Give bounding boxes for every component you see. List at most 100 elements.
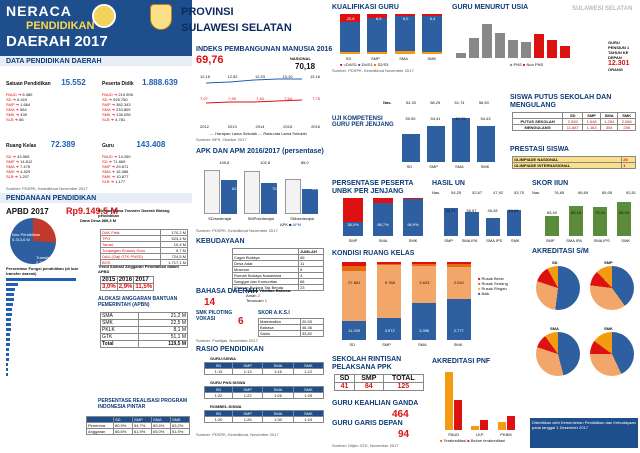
table-row: Warisan Budaya Tak Benda 23 [231,284,324,291]
iiun-title: SKOR IIUN [532,180,569,187]
table-row: 1:22 1:22 1:26 1:25 [203,392,325,399]
hasil-un-nas: Nas. 54,25 52,67 47,92 53,75 [432,190,524,195]
apbd-label: APBD 2017 [6,207,49,216]
data-pendidikan-title: DATA PENDIDIKAN DAERAH [6,58,102,65]
guru-label: Guru [102,143,114,149]
hasil-un-chart [440,200,524,236]
kualifikasi-chart [336,14,446,54]
pie-sma [536,332,580,376]
header-title-2: PENDIDIKAN [26,20,95,32]
pnf-legend: ■ Terakreditasi ■ Belum terakreditasi [440,438,506,443]
generic-source: Sumber: Ditjen GTK, November 2017 [332,443,399,448]
kebudayaan-title: KEBUDAYAAN [196,238,245,245]
pie-smp-label: SMP [604,260,613,265]
list-item: SMA ➜ 564 [6,107,27,112]
list-item: SLB ➜ 86 [6,117,24,122]
kondisi-baik: 11.209 3.972 3.396 2.777 [348,328,464,333]
ipm-source: Sumber: BPS, Oktober 2017 [196,137,247,142]
transfer-title: Rincian Dana Transfer Daerah Bidang pend… [98,208,170,218]
list-item: SMA ➜ 7.476 [6,164,31,169]
pnf-title: AKREDITASI PNF [432,358,491,365]
kualifikasi-title: KUALIFIKASI GURU [332,4,399,11]
list-item: SMK ➜ 10.877 [102,174,129,179]
smk-pilot-value: 6 [238,316,244,327]
apm-values: 82,4 75,6 61,4 [232,186,320,191]
transfer-table: DAK Fisik 170,2 M TPG 523,4 M Tamsil 10,4 M… [100,229,188,266]
footnote: Diterbitkan oleh Kementerian Pendidikan … [530,418,638,448]
list-item: SMK ➜ 439 [6,112,27,117]
iiun-cats: SMP SMA IPA SMA IPS SMK [545,238,631,243]
bahasa-value: 14 [204,297,216,308]
keahlian-title: GURU KEAHLIAN GANDA [332,400,419,407]
kual-source: Sumber: PDSPK, Kemdikbud November 2017 [332,68,414,73]
list-item: SD ➜ 43.965 [6,154,30,159]
table-row: GTK 51,1 M [100,333,189,341]
kualifikasi-legend: ■ <D4/S1 ■ D4/S1 ■ S2/S3 [340,62,389,67]
table-row: Sains 33,82 [258,330,325,337]
bahasa-title: BAHASA DAERAH [196,288,258,295]
list-item: SLB ➜ 1.177 [102,179,126,184]
list-item: SMP ➜ 1.664 [6,102,31,107]
kondisi-cats: SD SMP SMA SMK [349,342,463,347]
usia-legend: ■ PNS ■ Non PNS [510,62,544,67]
pie-sma-label: SMA [550,326,559,331]
ipm-chart [205,78,303,104]
satuan-total: 15.552 [61,78,86,87]
pie-smp [590,266,634,310]
province-label: PROVINSI [181,6,234,18]
list-item: SMP ➜ 14.812 [6,159,33,164]
akreditasi-title: AKREDITASI S/M [532,248,589,255]
table-row: SMA 21,2 M [100,312,189,320]
kondisi-title: KONDISI RUANG KELAS [332,250,415,257]
rasio-table: SD SMP SMA SMK 1:13 1:13 1:16 1:12 [203,362,325,375]
garis-depan-title: GURU GARIS DEPAN [332,420,403,427]
guru-total: 143.408 [136,140,166,149]
list-item: SMA ➜ 15.366 [102,169,129,174]
satuan-list: PAUD ➜ 6.380 SD ➜ 6.419 SMP ➜ 1.664 SMA … [6,92,96,122]
fungsi-bars [6,278,84,448]
table-row: Anggaran 66,6% 61,9% 65,0% 51,9% [86,428,191,435]
table-row: Total 119,5 M [100,340,189,348]
table-row: SMK 22,5 M [100,319,189,327]
uji-values: 50,05 54,41 57,75 54,43 [405,116,491,121]
pip-table: SD SMP SMA SMK Penerima 80,9% 54,7% 60,4% 63,2%… [86,416,191,435]
hasil-un-title: HASIL UN [432,180,465,187]
pendanaan-title: PENDANAAN PENDIDIKAN [6,195,97,202]
alokasi-table: SMA 21,2 M SMK 22,5 M PKLK 8,1 M GTK 51,1 M … [100,312,189,348]
pendanaan-title-bar [0,193,192,203]
bar-apk-sm [285,179,302,214]
rasio-pns-table: SD SMP SMA SMK 1:22 1:22 1:26 1:25 [203,386,325,399]
apbd-pie [10,218,56,264]
uji-cats: SD SMP SMA SMK [406,164,490,169]
prestasi-table: OLIMPIADE NASIONAL 20 OLIMPIADE INTERNASI… [511,156,636,169]
ipm-years: 2012 2013 2014 2015 2016 [200,124,320,129]
list-item: SLB ➜ 1.207 [6,174,30,179]
ipm-title: INDEKS PEMBANGUNAN MANUSIA 2016 [196,46,333,53]
source-note: Sumber: PDSPK, Kemdikbud November 2017 [6,186,88,191]
rombel-label: ROMBEL:SISWA [210,404,242,409]
ruang-block: Ruang Kelas 72.389 SD ➜ 43.965 SMP ➜ 14.… [6,134,96,179]
table-row: Penerima 80,9% 54,7% 60,4% 63,2% [86,422,191,429]
rasio-rombel-table: SD SMP SMA SMK 1:20 1:26 1:30 1:24 [203,410,325,423]
table-row: PKLK 8,1 M [100,326,189,334]
satuan-block: Satuan Pendidikan 15.552 PAUD ➜ 6.380 SD… [6,72,96,122]
kualifikasi-cats: SD SMP SMA SMK [345,56,437,61]
keahlian-value: 464 [392,409,409,420]
pie-smk-label: SMK [604,326,613,331]
bar-apk-sd [203,170,220,214]
guru-block: Guru 143.408 PAUD ➜ 14.260 SD ➜ 71.669 S… [102,134,192,184]
table-row: BOS 1.717,1 M [100,259,188,266]
apk-title: APK DAN APM 2016/2017 (persentase) [196,148,324,155]
bar-apm-smp [261,183,278,214]
kualifikasi-values: 20,8 8,5 6,0 6,4 [346,16,436,21]
list-item: PAUD ➜ 210.906 [102,92,133,97]
kondisi-ringan: 27.881 9.768 3.623 2.010 [348,280,464,285]
ipm-rls-labels: 7,07 7,45 7,40 7,64 7,75 [200,96,320,101]
akasi-title: SKOR A.K.S.I [258,310,290,316]
kebudayaan-table: JUMLAH Cagar Budaya 69 Desa Adat 11 Museum… [231,248,324,291]
kondisi-legend: ■ Rusak Berat ■ Rusak Sedang ■ Rusak Rin… [478,276,508,296]
pie-label-nonpendidikan: Non Pendidikan 5.313,6 M [12,232,41,242]
list-item: PAUD ➜ 14.260 [102,154,131,159]
ipm-hls-labels: 12,16 12,52 12,93 13,10 13,16 [200,74,320,79]
list-item: SMP ➜ 29.671 [102,164,129,169]
